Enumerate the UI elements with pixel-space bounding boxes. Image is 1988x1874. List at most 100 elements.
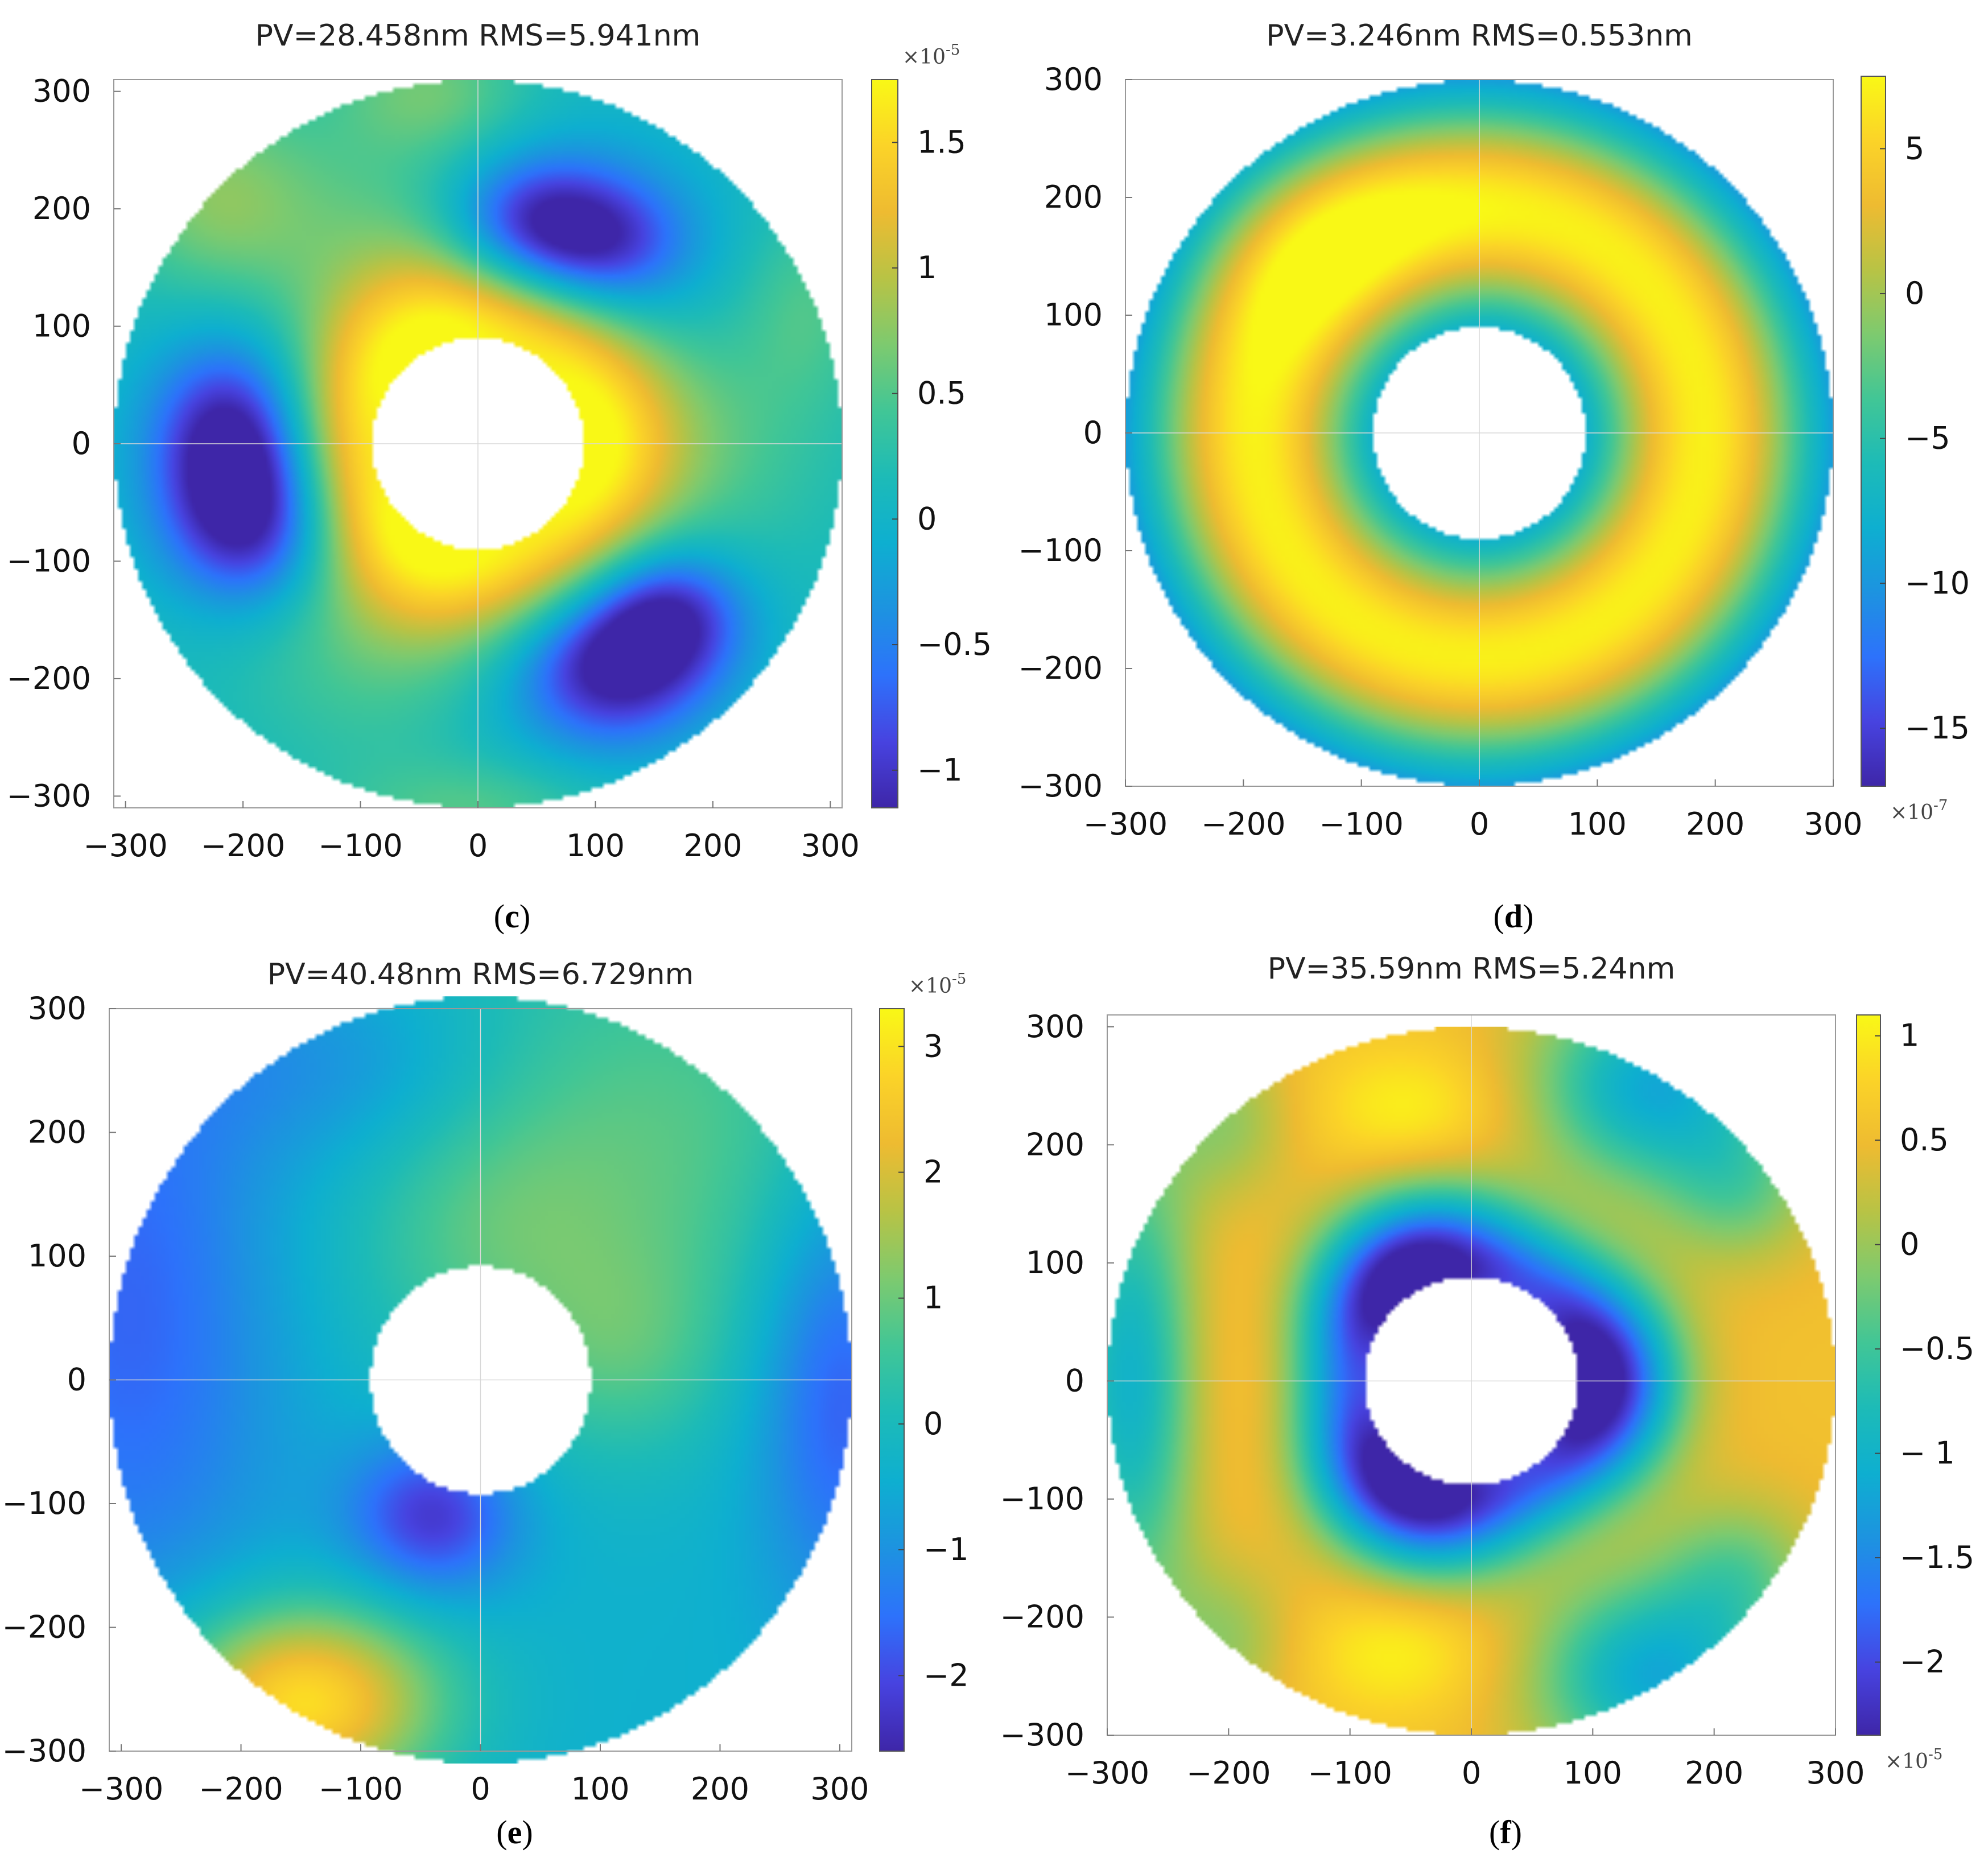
colorbar-tick-label: −0.5 <box>917 626 992 662</box>
x-tick-label: −100 <box>318 828 402 864</box>
x-tick-label: −100 <box>1319 806 1404 842</box>
y-tick-label: 0 <box>1065 1363 1084 1398</box>
x-tick-label: 200 <box>1685 1755 1743 1791</box>
colorbar <box>871 79 898 808</box>
y-tick-label: 200 <box>28 1115 86 1150</box>
colorbar-tick-label: − 1 <box>1900 1435 1955 1471</box>
colorbar-tick-label: 0.5 <box>917 375 966 411</box>
multiplier-base: ×10 <box>909 975 952 998</box>
multiplier-base: ×10 <box>1885 1750 1928 1773</box>
x-tick-label: −200 <box>199 1771 283 1807</box>
panel-d: PV=3.246nm RMS=0.553nm −300 −200 −100 0 100 20… <box>1018 19 1970 935</box>
panel-title: PV=3.246nm RMS=0.553nm <box>1266 19 1693 53</box>
y-tick-label: 300 <box>32 73 91 109</box>
colorbar-tick-label: 1 <box>1900 1018 1919 1054</box>
x-tick-label: 300 <box>1804 806 1862 842</box>
panel-label-close: ) <box>519 898 530 935</box>
colorbar-tick-label: 2 <box>923 1154 943 1190</box>
colorbar <box>1861 76 1886 787</box>
x-tick-label: 300 <box>801 828 860 864</box>
colorbar-tick-label: −15 <box>1905 710 1970 746</box>
colorbar-tick-label: −0.5 <box>1900 1331 1974 1367</box>
y-tick-label: 100 <box>1026 1245 1084 1281</box>
panel-label-open: ( <box>1489 1814 1500 1851</box>
panel-title: PV=40.48nm RMS=6.729nm <box>267 957 694 992</box>
x-tick-label: 100 <box>566 828 625 864</box>
colorbar-multiplier: ×10-5 <box>902 42 960 69</box>
x-tick-label: 0 <box>468 828 488 864</box>
panel-label-open: ( <box>496 1814 507 1851</box>
colorbar-multiplier: ×10-5 <box>909 971 966 998</box>
y-tick-label: −100 <box>1000 1481 1084 1517</box>
x-tick-label: −200 <box>1201 806 1285 842</box>
x-tick-label: −100 <box>1308 1755 1392 1791</box>
colorbar-tick-label: 5 <box>1905 130 1924 166</box>
colorbar <box>1856 1014 1881 1736</box>
y-tick-label: −100 <box>7 543 91 579</box>
y-tick-label: −300 <box>1000 1717 1084 1753</box>
y-tick-label: −200 <box>7 661 91 696</box>
y-tick-label: 100 <box>1044 297 1103 333</box>
panel-label-open: ( <box>1494 898 1504 935</box>
y-tick-label: −300 <box>2 1733 86 1769</box>
y-tick-label: 0 <box>72 426 91 461</box>
x-tick-label: −100 <box>319 1771 403 1807</box>
x-tick-label: −300 <box>1083 806 1168 842</box>
colorbar-tick-label: 0 <box>917 501 937 536</box>
x-tick-label: −300 <box>83 828 167 864</box>
y-tick-label: −100 <box>1018 533 1103 568</box>
colorbar-tick-label: −5 <box>1905 420 1950 456</box>
x-tick-label: −200 <box>1186 1755 1271 1791</box>
colorbar-tick-label: 1.5 <box>917 124 966 160</box>
panel-f: PV=35.59nm RMS=5.24nm −300 −200 −100 0 100 200… <box>1000 952 1974 1851</box>
multiplier-base: ×10 <box>1890 801 1933 824</box>
panel-label: (e) <box>496 1814 533 1851</box>
x-tick-label: −300 <box>1065 1755 1149 1791</box>
multiplier-exponent: -7 <box>1933 797 1948 814</box>
colorbar-tick-label: −2 <box>1900 1644 1945 1680</box>
panel-e: PV=40.48nm RMS=6.729nm−300 −200 −100 0 100 20… <box>2 957 969 1851</box>
colorbar-tick-label: 1 <box>923 1280 943 1316</box>
panel-label-close: ) <box>1511 1814 1522 1851</box>
panel-label-close: ) <box>1523 898 1533 935</box>
x-tick-label: 100 <box>571 1771 629 1807</box>
panel-label-letter: c <box>505 898 519 935</box>
colorbar-tick-label: 1 <box>917 250 937 286</box>
y-tick-label: 300 <box>1044 61 1103 97</box>
y-tick-label: −100 <box>2 1485 86 1521</box>
y-tick-label: −200 <box>1018 650 1103 686</box>
x-tick-label: 300 <box>810 1771 869 1807</box>
x-tick-label: 100 <box>1564 1755 1622 1791</box>
colorbar-multiplier: ×10-5 <box>1885 1746 1942 1773</box>
y-tick-label: −200 <box>2 1609 86 1645</box>
y-tick-label: 300 <box>28 990 86 1026</box>
panel-label: (c) <box>494 898 530 935</box>
x-tick-label: 0 <box>1470 806 1489 842</box>
y-tick-label: 300 <box>1026 1009 1084 1045</box>
x-tick-label: 200 <box>683 828 742 864</box>
y-tick-label: −300 <box>1018 768 1103 804</box>
panel-label-letter: d <box>1504 898 1523 935</box>
y-tick-label: 200 <box>1044 179 1103 215</box>
x-tick-label: −200 <box>201 828 285 864</box>
multiplier-exponent: -5 <box>952 971 966 988</box>
y-tick-label: 0 <box>1083 415 1103 451</box>
multiplier-exponent: -5 <box>946 42 960 59</box>
panel-title: PV=28.458nm RMS=5.941nm <box>255 19 701 53</box>
x-tick-label: 0 <box>471 1771 490 1807</box>
y-tick-label: 200 <box>32 191 91 226</box>
x-tick-label: 100 <box>1568 806 1627 842</box>
x-tick-label: 200 <box>1686 806 1744 842</box>
y-tick-label: 200 <box>1026 1126 1084 1162</box>
panel-label-letter: f <box>1500 1814 1511 1851</box>
panel-title: PV=35.59nm RMS=5.24nm <box>1268 952 1675 986</box>
colorbar-multiplier: ×10-7 <box>1890 797 1948 824</box>
multiplier-exponent: -5 <box>1928 1746 1942 1763</box>
y-tick-label: 0 <box>67 1362 86 1398</box>
y-tick-label: −300 <box>7 778 91 814</box>
multiplier-base: ×10 <box>902 46 946 69</box>
colorbar-tick-label: 3 <box>923 1028 943 1064</box>
y-tick-label: 100 <box>32 308 91 344</box>
panel-label: (f) <box>1489 1814 1522 1851</box>
x-tick-label: −300 <box>79 1771 163 1807</box>
